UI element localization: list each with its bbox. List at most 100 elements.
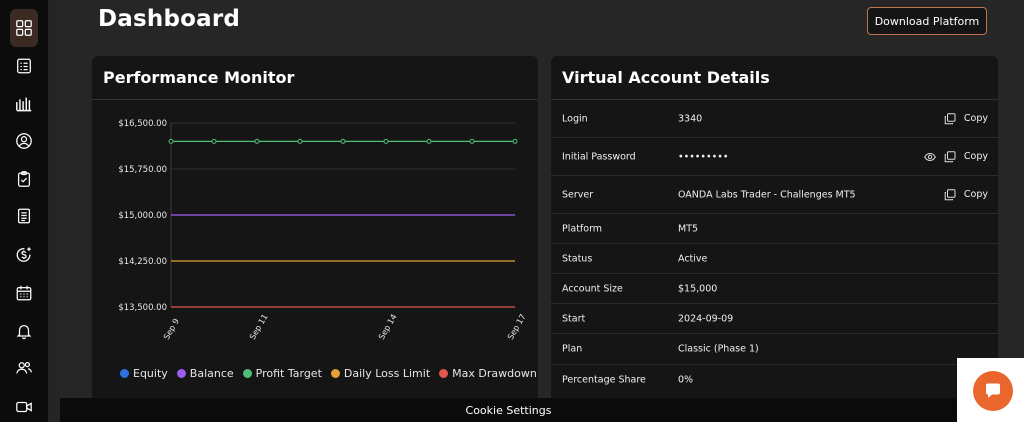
legend-item[interactable]: Equity — [120, 367, 168, 380]
user-circle-icon — [16, 133, 32, 149]
account-row-plan: Plan Classic (Phase 1) — [551, 334, 998, 365]
legend-label: Profit Target — [255, 367, 322, 380]
account-row-status: Status Active — [551, 244, 998, 274]
account-row-label: Percentage Share — [562, 374, 646, 386]
account-row-value: Classic (Phase 1) — [678, 343, 759, 355]
legend-swatch — [439, 369, 449, 378]
account-row-value: Active — [678, 253, 708, 264]
account-row-value: 2024-09-09 — [678, 313, 734, 324]
sidebar-item-analytics[interactable] — [9, 88, 39, 118]
page-title: Dashboard — [98, 6, 241, 32]
sidebar-item-notifications[interactable] — [9, 316, 39, 346]
account-row-label: Server — [562, 189, 594, 200]
download-platform-button[interactable]: Download Platform — [867, 7, 987, 35]
sidebar-item-tasks[interactable] — [9, 164, 39, 194]
legend-item[interactable]: Daily Loss Limit — [330, 367, 430, 380]
bell-icon — [16, 324, 32, 340]
legend-swatch — [120, 369, 129, 378]
y-tick-label: $14,250.00 — [118, 257, 167, 267]
legend-item[interactable]: Profit Target — [242, 367, 322, 380]
clipboard-check-icon — [17, 171, 31, 187]
bar-chart-icon — [16, 97, 32, 112]
legend-label: Balance — [189, 367, 234, 380]
data-point — [340, 138, 346, 144]
copy-label: Copy — [963, 151, 988, 162]
sidebar-item-profile[interactable] — [9, 126, 39, 156]
data-point — [211, 138, 217, 144]
sidebar-item-calendar[interactable] — [9, 278, 39, 308]
legend-swatch — [242, 369, 252, 378]
virtual-account-title: Virtual Account Details — [551, 56, 998, 100]
account-row-value: OANDA Labs Trader - Challenges MT5 — [678, 189, 856, 200]
sidebar — [0, 0, 48, 422]
x-tick-label: Sep 14 — [377, 313, 399, 342]
account-row-account-size: Account Size $15,000 — [551, 274, 998, 304]
y-tick-label: $15,750.00 — [118, 165, 167, 175]
performance-chart-svg: $16,500.00 $15,750.00 $15,000.00 $14,250.00… — [118, 119, 527, 342]
y-tick-label: $13,500.00 — [118, 303, 167, 313]
sidebar-item-payouts[interactable] — [9, 240, 39, 270]
account-row-value: 0% — [678, 374, 694, 386]
account-row-value: MT5 — [678, 223, 699, 234]
copy-icon — [944, 112, 956, 124]
data-point — [254, 138, 260, 144]
chat-launcher-button[interactable] — [973, 371, 1013, 411]
account-row-platform: Platform MT5 — [551, 214, 998, 244]
users-icon — [16, 361, 33, 374]
sidebar-item-checklist[interactable] — [9, 51, 39, 81]
legend-swatch — [176, 369, 186, 378]
sidebar-item-community[interactable] — [9, 353, 39, 383]
copy-login-button[interactable]: Copy — [944, 112, 988, 125]
x-tick-label: Sep 11 — [248, 313, 270, 342]
calendar-icon — [16, 285, 32, 301]
data-point — [383, 138, 389, 144]
legend-item[interactable]: Balance — [176, 367, 234, 380]
data-point — [512, 138, 518, 144]
account-row-start: Start 2024-09-09 — [551, 304, 998, 334]
data-point — [469, 138, 475, 144]
performance-monitor-title: Performance Monitor — [92, 56, 538, 100]
data-point — [297, 138, 303, 144]
eye-icon[interactable] — [924, 151, 936, 163]
copy-label: Copy — [963, 189, 988, 200]
y-tick-label: $15,000.00 — [118, 211, 167, 221]
data-point — [168, 138, 174, 144]
legend-label: Max Drawdown — [452, 367, 537, 380]
sidebar-item-documents[interactable] — [9, 201, 39, 231]
copy-password-button[interactable]: Copy — [944, 150, 988, 163]
sidebar-item-dashboard[interactable] — [10, 9, 38, 47]
performance-monitor-card: Performance Monitor $16,500.00 $15,750.00… — [92, 56, 538, 422]
performance-chart: $16,500.00 $15,750.00 $15,000.00 $14,250.00… — [92, 101, 538, 361]
account-row-label: Account Size — [562, 283, 623, 294]
account-row-label: Platform — [562, 223, 603, 234]
account-row-login: Login 3340 Copy — [551, 100, 998, 138]
account-row-label: Plan — [562, 343, 583, 355]
main-content: Dashboard Download Platform Performance … — [60, 0, 1024, 422]
copy-server-button[interactable]: Copy — [944, 188, 988, 201]
virtual-account-card: Virtual Account Details Login 3340 Copy … — [551, 56, 998, 422]
legend-swatch — [330, 369, 340, 378]
document-icon — [17, 208, 31, 224]
copy-icon — [944, 188, 956, 200]
cookie-settings-button[interactable]: Cookie Settings — [60, 398, 957, 422]
account-row-initial-password: Initial Password ••••••••• Copy — [551, 138, 998, 176]
account-row-value: $15,000 — [678, 283, 718, 294]
x-tick-label: Sep 9 — [162, 317, 181, 341]
chart-legend: Equity Balance Profit Target Daily Loss Lim… — [120, 367, 537, 380]
video-icon — [16, 401, 32, 413]
chat-widget — [957, 358, 1024, 422]
legend-item[interactable]: Max Drawdown — [439, 367, 537, 380]
password-value: ••••••••• — [678, 151, 729, 162]
account-row-percentage-share: Percentage Share 0% — [551, 365, 998, 395]
chat-bubble-icon — [986, 383, 1000, 398]
password-actions: Copy — [924, 150, 988, 163]
account-row-label: Status — [562, 253, 593, 264]
account-row-label: Initial Password — [562, 151, 636, 162]
copy-label: Copy — [963, 113, 988, 124]
account-row-label: Login — [562, 113, 588, 124]
account-row-server: Server OANDA Labs Trader - Challenges MT… — [551, 176, 998, 214]
sidebar-item-video[interactable] — [9, 392, 39, 422]
dollar-plus-icon — [16, 247, 31, 262]
legend-label: Equity — [133, 367, 168, 380]
account-details-list: Login 3340 Copy Initial Password •••••••… — [551, 100, 998, 395]
